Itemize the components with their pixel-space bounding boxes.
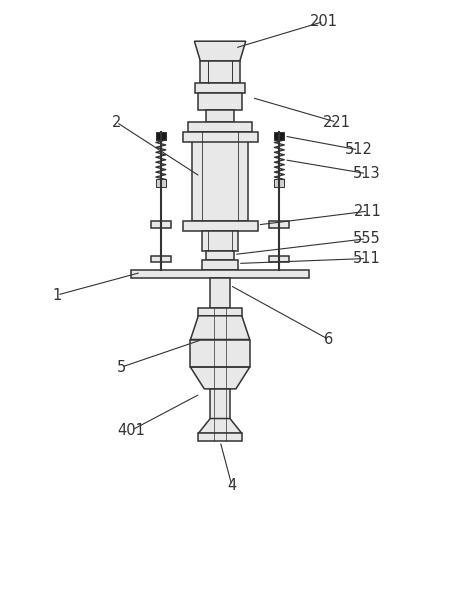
Text: 2: 2 [112,114,121,130]
Bar [198,433,242,441]
Text: 221: 221 [323,114,351,130]
Bar [275,180,284,187]
Polygon shape [190,316,250,340]
Bar [210,389,230,419]
Text: 4: 4 [227,478,236,493]
Bar [275,132,284,140]
Bar [151,256,171,262]
Bar [270,221,289,228]
Text: 201: 201 [310,14,338,29]
Text: 5: 5 [117,359,126,374]
Text: 6: 6 [324,332,333,347]
Bar [183,221,258,231]
Bar [198,308,242,316]
Bar [206,110,234,122]
Polygon shape [190,367,250,389]
Bar [156,180,166,187]
Text: 511: 511 [352,251,380,266]
Bar [210,279,230,308]
Text: 211: 211 [354,204,382,219]
Bar [131,270,309,279]
Bar [206,250,234,261]
Bar [151,221,171,228]
Bar [188,122,252,132]
Text: 1: 1 [53,288,62,302]
Bar [202,231,238,250]
Text: 512: 512 [344,143,372,158]
Polygon shape [198,419,242,433]
Bar [198,93,242,110]
Text: 555: 555 [352,231,380,246]
Bar [190,340,250,367]
Bar [156,132,166,140]
Text: 401: 401 [117,423,145,438]
Polygon shape [194,41,246,61]
Bar [193,132,248,221]
Bar [195,83,245,93]
Bar [270,256,289,262]
Bar [200,61,240,83]
Bar [202,261,238,270]
Text: 513: 513 [352,166,380,181]
Bar [183,132,258,142]
